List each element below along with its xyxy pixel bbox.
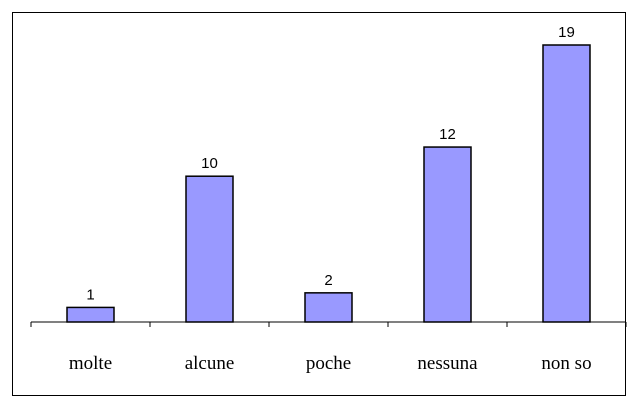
chart-frame [12,12,626,396]
value-label: 10 [201,155,218,172]
category-label: non so [541,353,591,374]
category-label: alcune [185,353,235,374]
category-label: poche [306,353,351,374]
category-label: molte [69,353,112,374]
category-label: nessuna [417,353,478,374]
bar-nessuna [423,146,472,323]
category-labels-group: molte alcune poche nessuna non so [69,353,592,374]
value-label: 12 [439,126,456,143]
value-label: 2 [324,272,332,289]
value-label: 19 [558,24,575,41]
value-label: 1 [86,286,94,303]
x-axis-ticks [30,322,627,327]
bar-molte [66,306,115,323]
bar-alcune [185,175,234,323]
value-labels-group: 1 10 2 12 19 [86,24,575,303]
bar-non-so [542,44,591,323]
bars-group [66,44,591,323]
bar-poche [304,292,353,323]
